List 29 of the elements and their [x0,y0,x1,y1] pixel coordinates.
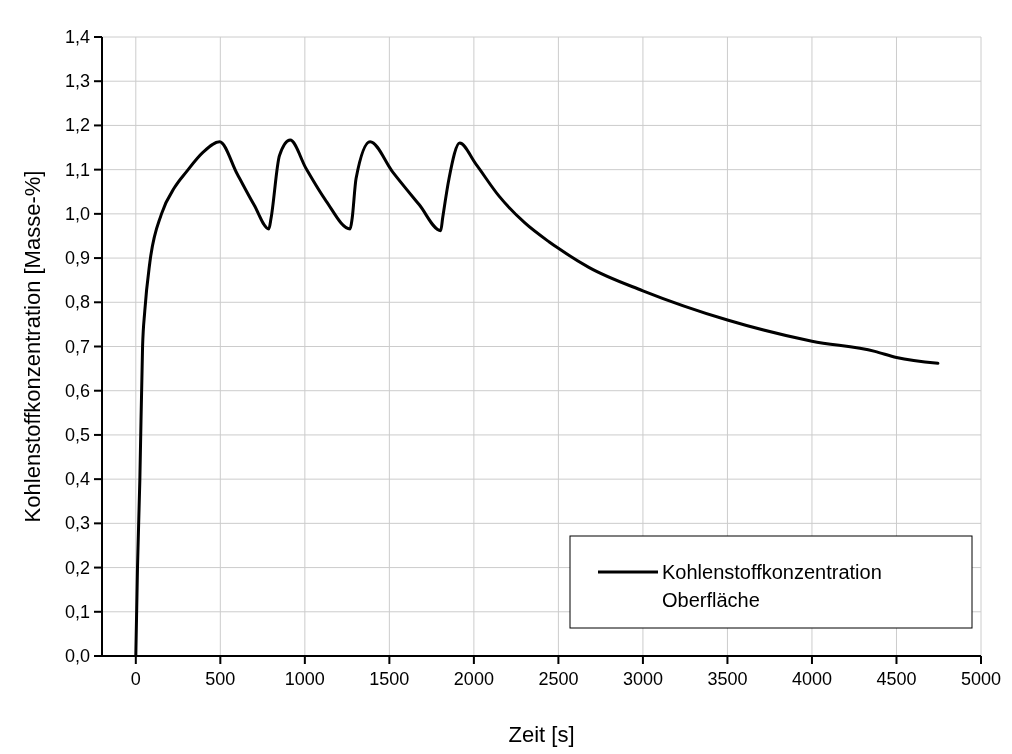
y-tick-label: 0,5 [64,424,90,445]
y-tick-label: 0,1 [64,601,90,622]
x-tick-label: 4000 [791,669,832,689]
legend-label: Kohlenstoffkonzentration Oberfläche [662,561,882,611]
x-tick-label: 5000 [960,669,1002,689]
y-tick-label: 0,4 [64,469,90,490]
x-tick-label: 500 [205,669,236,689]
x-tick-label: 1500 [369,669,410,689]
x-tick-label: 2000 [453,669,494,689]
x-tick-label: 4500 [876,669,917,689]
x-tick-label: 1000 [284,669,325,689]
y-tick-label: 0,7 [64,336,90,357]
x-axis-title: Zeit [s] [508,722,575,747]
x-tick-label: 3000 [622,669,663,689]
y-tick-label: 0,0 [64,646,90,666]
y-tick-label: 0,8 [64,292,90,313]
x-tick-label: 0 [130,669,141,689]
y-tick-label: 1,4 [64,27,90,47]
y-tick-label: 0,3 [64,513,90,534]
y-tick-label: 1,3 [64,71,90,92]
y-axis-title: Kohlenstoffkonzentration [Masse-%] [20,170,45,523]
y-tick-label: 0,6 [64,380,90,401]
y-tick-label: 1,2 [64,115,90,136]
y-tick-label: 1,0 [64,203,90,224]
x-tick-label: 3500 [707,669,748,689]
y-tick-label: 0,2 [64,557,90,578]
x-tick-label: 2500 [538,669,579,689]
y-tick-label: 0,9 [64,248,90,269]
y-tick-label: 1,1 [64,159,90,180]
